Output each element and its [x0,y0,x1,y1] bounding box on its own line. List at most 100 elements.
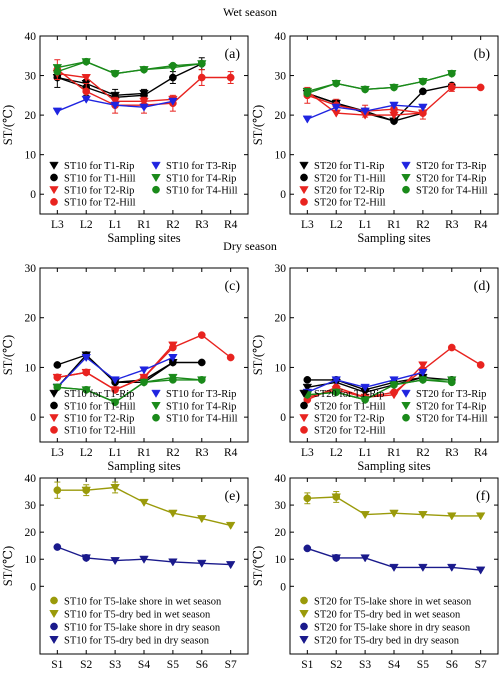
series-6 [303,376,456,404]
y-axis-label: ST/(℃) [1,335,15,375]
data-point [110,484,120,493]
legend-marker [49,389,59,398]
data-point [360,107,370,116]
x-tick-label: S4 [138,659,150,671]
series-6 [53,57,206,78]
x-axis-label: Sampling sites [107,459,180,473]
data-point [81,554,91,563]
legend-label: ST10 for T2-Rip [64,414,134,425]
x-tick-label: S7 [225,659,237,671]
x-tick-label: L3 [301,447,314,459]
data-point [447,512,457,521]
data-point [197,559,207,568]
data-point [111,385,119,394]
data-point [168,97,178,106]
data-point [169,343,177,352]
y-tick-label: 30 [25,71,37,83]
series-6 [303,69,456,98]
data-point [53,373,62,382]
x-tick-label: R1 [137,447,151,459]
series-6 [53,376,206,407]
data-point [302,115,313,124]
x-tick-label: L2 [330,447,343,459]
data-point [169,73,177,82]
data-point [476,83,485,92]
y-tick-label: 0 [280,189,286,201]
legend-marker [299,389,309,398]
series-line [335,496,481,517]
legend-label: ST20 for T1-Hill [314,173,386,184]
legend-label: ST20 for T5-lake shore in dry season [314,622,471,633]
series-line [336,557,481,571]
series-line [307,376,452,391]
legend-label: ST20 for T4-Hill [416,186,488,197]
x-axis-label: Sampling sites [357,671,430,673]
data-point [53,67,62,76]
legend-label: ST10 for T5-lake shore in dry season [64,622,221,633]
data-point [303,494,312,503]
y-tick-label: 30 [275,71,287,83]
data-point [303,89,312,98]
panel-label: (c) [224,279,240,294]
data-point [168,354,178,363]
data-point [110,101,120,110]
y-axis-label: ST/(℃) [251,105,265,145]
data-point [390,380,398,389]
legend-label: ST10 for T5-dry bed in wet season [64,609,211,620]
x-tick-label: R3 [445,219,459,231]
series-line [57,63,203,99]
data-point [447,343,456,352]
series-line [57,354,202,384]
chart-panel-f: 0 10 20 30 40 S1 S2 S3 S4 S5 S6 S7 Sampling sites ST/… [251,473,499,673]
x-tick-label: L3 [51,447,64,459]
legend-marker [300,173,308,182]
data-point [389,376,399,385]
y-tick-label: 20 [25,527,37,539]
data-point [447,83,456,92]
x-tick-label: R2 [166,219,180,231]
series-1 [53,351,206,387]
data-point [419,87,427,96]
series-line [86,557,231,566]
data-point [476,361,485,369]
dry-season-title: Dry season [223,239,277,253]
data-point [225,561,236,570]
data-point [390,388,398,397]
data-point [197,515,207,524]
y-tick-label: 20 [25,313,37,325]
legend-marker [151,174,161,183]
series-line [307,547,337,559]
data-point [226,353,235,362]
data-point [81,486,91,495]
y-tick-label: 10 [275,554,287,566]
legend-label: ST20 for T2-Rip [314,414,384,425]
legend-label: ST10 for T2-Hill [64,198,136,209]
data-point [360,511,370,520]
x-tick-label: R4 [224,447,238,459]
legend-marker [49,186,59,195]
series-3 [81,554,236,570]
x-tick-label: R4 [474,219,488,231]
y-tick-label: 20 [275,527,287,539]
data-point [82,57,91,66]
data-point [82,385,91,394]
legend-label: ST10 for T5-lake shore in wet season [64,596,222,607]
series-line [307,72,452,95]
x-tick-label: L2 [330,219,343,231]
legend-label: ST20 for T1-Rip [314,161,384,172]
panel-label: (f) [476,489,490,504]
legend-marker [299,161,309,170]
series-4 [302,101,428,124]
data-point [53,486,62,495]
data-point [361,85,369,94]
data-point [197,331,206,339]
legend-label: ST20 for T5-dry bed in dry season [314,635,460,646]
x-tick-label: S5 [417,659,429,671]
legend-label: ST20 for T4-Rip [416,401,486,412]
legend-marker [299,414,309,423]
series-line [57,546,87,559]
y-tick-label: 30 [25,263,37,275]
data-point [389,563,399,572]
x-tick-label: L3 [51,219,64,231]
y-axis-label: ST/(℃) [251,335,265,375]
